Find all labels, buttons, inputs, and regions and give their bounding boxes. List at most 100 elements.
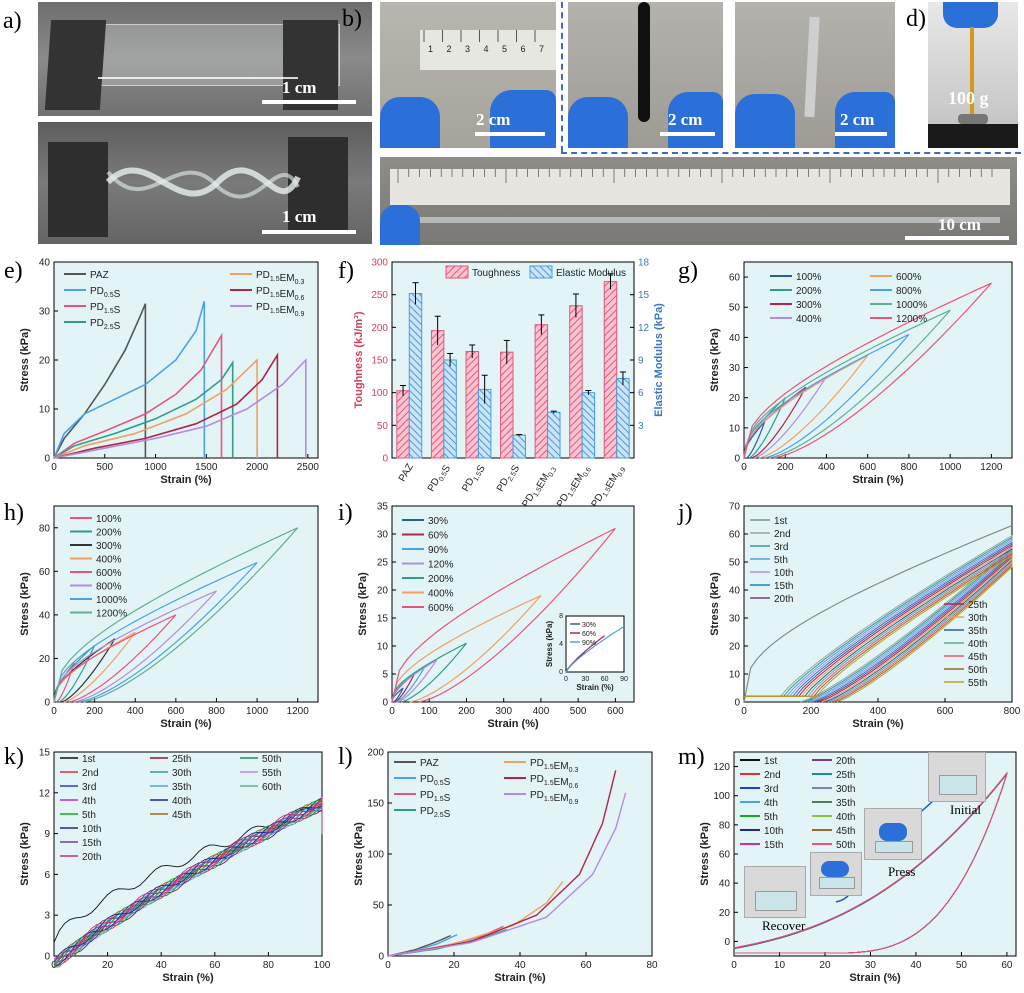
inset-area	[565, 615, 625, 673]
legend-label: 20th	[836, 756, 855, 767]
legend-label: 35th	[172, 782, 191, 793]
modulus-bar	[512, 434, 526, 459]
y-tick-label: 10	[729, 670, 741, 681]
y2-tick-label: 12	[638, 323, 650, 334]
x-tick-label: 400	[127, 706, 144, 717]
legend-label: 2nd	[764, 770, 781, 781]
legend-swatch	[529, 265, 553, 279]
inset-y-tick-label: 0	[559, 669, 563, 676]
y-tick-label: 50	[373, 901, 385, 912]
x-tick-label: 500	[96, 462, 113, 473]
x-tick-label: 10	[774, 960, 786, 971]
legend-label: 3rd	[764, 784, 778, 795]
x-tick-label: 400	[533, 706, 550, 717]
y-tick-label: 0	[44, 698, 50, 709]
legend-label: 4th	[82, 796, 96, 807]
x-tick-label: 1500	[195, 462, 218, 473]
x-tick-label: 200	[803, 706, 820, 717]
x-tick-label: 20	[102, 960, 114, 971]
y-tick-label: 40	[729, 333, 741, 344]
y-axis-label: Stress (kPa)	[709, 572, 721, 636]
weight-label: 100 g	[948, 88, 989, 108]
series-line-PD1.5S	[53, 332, 223, 459]
photo-m-recover	[744, 866, 806, 918]
m-step-initial: Initial	[950, 802, 982, 817]
inset-x-label: Strain (%)	[576, 683, 614, 692]
axes-g: 0 200 400 600 800 1000 1200 0 10 20 30 40 50 60 Strain…	[709, 261, 1013, 486]
panel-g-label: g)	[678, 258, 698, 284]
scale-bar-long	[905, 236, 1009, 240]
y-tick-label: 20	[39, 356, 51, 367]
series-line-PD0.5S	[53, 300, 206, 459]
y2-tick-label: 9	[638, 356, 644, 367]
y-tick-label: 10	[729, 423, 741, 434]
x-tick-label: 2500	[297, 462, 320, 473]
loop-1000	[743, 309, 951, 459]
y-tick-label: 20	[39, 654, 51, 665]
y-tick-label: 0	[44, 454, 50, 465]
legend-label: 50th	[968, 665, 987, 676]
photo-film-straight	[38, 2, 372, 116]
chart-l: 0 20 40 60 80 0 50 100 150 200 Strain (%) Stress (k…	[353, 748, 658, 985]
legend-label: 50th	[836, 840, 855, 851]
y-tick-label: 40	[719, 879, 731, 890]
x-tick-label: 0	[51, 960, 57, 971]
modulus-bar	[581, 392, 596, 459]
legend-label: 2nd	[82, 768, 99, 779]
y-tick-label: 30	[729, 614, 741, 625]
toughness-bar	[534, 324, 549, 459]
y-tick-label: 0	[378, 952, 384, 963]
x-tick-label: 600	[168, 706, 185, 717]
scale-bar-a2	[262, 230, 356, 234]
y-axis-label: Stress (kPa)	[709, 328, 721, 392]
x-axis-label: Strain (%)	[852, 474, 904, 486]
cycle-line	[744, 549, 1013, 703]
category-label-text: PD2.5S	[495, 462, 522, 496]
y-tick-label: 300	[371, 258, 388, 269]
x-axis-label: Strain (%)	[160, 474, 212, 486]
legend-label: 3rd	[82, 782, 96, 793]
x-tick-label: 0	[389, 706, 395, 717]
category-label-text: PD1.5S	[460, 462, 487, 496]
cycle-line	[744, 536, 1013, 703]
m-step-press: Press	[888, 864, 916, 879]
legend-label: 40th	[172, 796, 191, 807]
legend-label: PD0.5S	[420, 774, 451, 788]
toughness-bar	[500, 351, 514, 459]
legend-label: 1000%	[896, 300, 927, 311]
legend-label: PD1.5S	[90, 302, 121, 316]
legend-label: PD1.5EM0.3	[256, 270, 304, 286]
y-tick-label: 100	[713, 791, 730, 802]
x-tick-label: 1200	[287, 706, 310, 717]
legend-label: PAZ	[420, 758, 439, 769]
loop-800	[53, 590, 217, 703]
cycle-line	[744, 539, 1013, 703]
x-tick-label: 60	[209, 960, 221, 971]
chart-k: 0 20 40 60 80 100 0 3 6 9 12 15 Strain (%) Stress (kP…	[19, 748, 331, 985]
legend-label: 5th	[82, 810, 96, 821]
x-tick-label: 400	[818, 462, 835, 473]
loop-1200	[53, 527, 299, 703]
legend-label: 1st	[82, 754, 96, 765]
category-label-text: PAZ	[397, 462, 416, 484]
y-tick-label: 0	[382, 698, 388, 709]
cycle-line	[744, 548, 1013, 703]
y-tick-label: 5	[382, 670, 388, 681]
y-tick-label: 200	[371, 323, 388, 334]
category-label: PAZ	[397, 462, 416, 484]
y-tick-label: 50	[729, 303, 741, 314]
legend-label: 25th	[836, 770, 855, 781]
photo-m-press	[864, 808, 922, 860]
series-line-PD1.5EM0.6	[53, 352, 279, 459]
x-tick-label: 80	[646, 960, 658, 971]
series-line-PD1.5EM0.9	[53, 357, 307, 459]
photo-long-stretch	[380, 157, 1017, 245]
legend-label: PD1.5EM0.9	[256, 302, 304, 318]
twisted-film-illustration	[105, 167, 301, 199]
loop-200	[391, 642, 467, 703]
ruler-number: 4	[484, 44, 489, 54]
legend-label: 1200%	[896, 314, 927, 325]
ruler-number: 5	[502, 44, 507, 54]
cycle-line	[744, 554, 1013, 703]
y-tick-label: 35	[377, 502, 389, 513]
